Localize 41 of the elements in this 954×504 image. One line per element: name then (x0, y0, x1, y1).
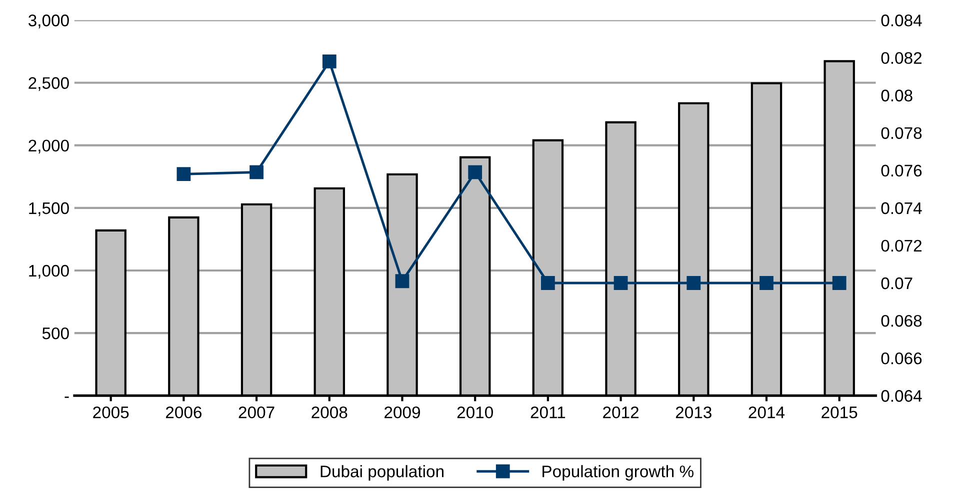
point (176, 167, 191, 182)
x-tick-label: 2011 (530, 406, 566, 418)
point (322, 54, 336, 68)
y-tick-label: 1,000 (29, 264, 69, 279)
x-tick-label: 2006 (166, 406, 202, 418)
y-tick-label: 2,000 (28, 140, 69, 154)
y2-tick-label: 0.074 (881, 202, 922, 214)
x-tick-label: 2010 (457, 406, 493, 418)
x-tick-label: 2009 (384, 406, 420, 418)
x-tick-label: 2012 (603, 406, 638, 418)
x-tick-label: 2014 (748, 406, 785, 418)
point (686, 276, 701, 290)
x-tick-label: 2015 (822, 406, 858, 418)
y2-tick-label: 0.066 (881, 352, 922, 364)
x-tick-label: 2013 (676, 406, 712, 418)
x-tick-label: 2007 (238, 406, 274, 418)
y2-tick-label: 0.07 (881, 277, 912, 290)
y-tick-label: 500 (42, 327, 69, 340)
y-tick-label: 1,500 (29, 202, 69, 216)
y2-tick-label: 0.084 (881, 14, 922, 26)
point (832, 276, 846, 290)
y2-tick-label: 0.078 (881, 127, 922, 140)
y-tick-label: 3,000 (28, 14, 69, 28)
y2-tick-label: 0.082 (881, 52, 922, 64)
point (760, 276, 774, 290)
y2-tick-label: 0.08 (881, 90, 912, 102)
y-tick-label: 2,500 (28, 77, 69, 91)
x-tick-label: 2008 (312, 406, 348, 418)
y2-tick-label: 0.064 (881, 390, 922, 402)
y2-tick-label: 0.072 (881, 240, 922, 252)
y2-tick-label: 0.076 (881, 164, 922, 177)
point (250, 165, 264, 180)
legend-label: Dubai population (320, 465, 444, 481)
legend-label: Population growth % (542, 465, 694, 481)
point (614, 276, 628, 290)
y2-tick-label: 0.068 (881, 314, 922, 327)
y-tick-label: - (64, 396, 69, 398)
point (395, 274, 410, 288)
point (541, 276, 555, 290)
x-tick-label: 2005 (93, 406, 129, 418)
point (468, 165, 482, 180)
